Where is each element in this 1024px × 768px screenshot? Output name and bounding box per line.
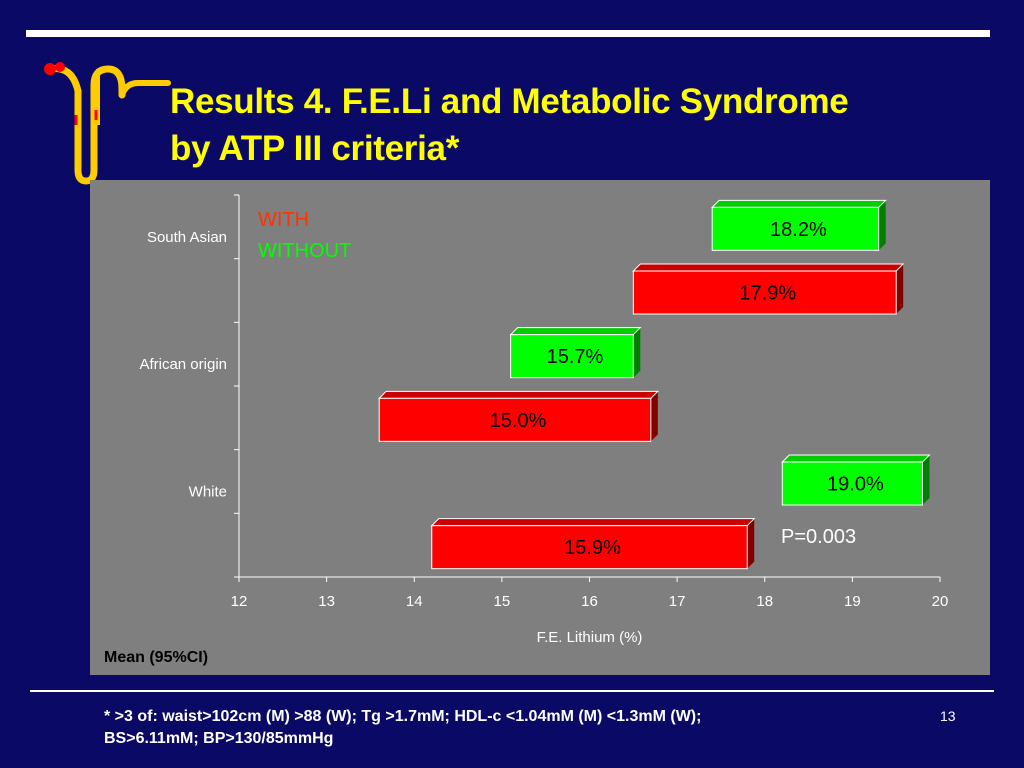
title-line-2: by ATP III criteria* — [170, 129, 460, 168]
mean-ci-note: Mean (95%CI) — [104, 649, 208, 666]
bar-side — [650, 391, 658, 442]
tubule-logo-icon — [44, 62, 171, 185]
bar-value-label: 19.0% — [827, 474, 884, 496]
category-label: South Asian — [147, 229, 227, 246]
category-label: White — [189, 484, 227, 501]
bar-side — [896, 264, 904, 314]
x-tick-label: 17 — [669, 593, 686, 610]
x-tick-label: 14 — [406, 593, 423, 610]
bar-side — [633, 327, 641, 378]
bar-side — [878, 200, 886, 251]
bar-value-label: 18.2% — [770, 219, 827, 241]
category-label: African origin — [139, 356, 227, 373]
bar-top — [377, 390, 660, 399]
bar-without — [510, 334, 634, 379]
x-tick-label: 18 — [756, 593, 773, 610]
x-tick-label: 16 — [581, 593, 598, 610]
bar-with — [378, 397, 652, 442]
p-value-annotation: P=0.003 — [781, 526, 856, 548]
x-tick-label: 20 — [932, 593, 949, 610]
bar-with — [431, 525, 748, 570]
bar-top — [781, 454, 931, 463]
x-axis-title: F.E. Lithium (%) — [537, 629, 643, 646]
bar-value-label: 15.7% — [547, 346, 604, 368]
bar-without — [781, 461, 923, 506]
bar-side — [747, 518, 755, 569]
chart-panel: 12 13 14 15 16 17 18 19 20 F.E. Lithium (%) South … — [90, 180, 990, 675]
top-divider — [26, 30, 990, 37]
footnote: * >3 of: waist>102cm (M) >88 (W); Tg >1.… — [104, 706, 904, 750]
x-tick-label: 12 — [231, 593, 248, 610]
footnote-line-2: BS>6.11mM; BP>130/85mmHg — [104, 730, 334, 747]
legend-without: WITHOUT — [258, 240, 351, 262]
bar-with — [632, 270, 897, 315]
bar-top — [710, 199, 887, 208]
legend-with: WITH — [258, 209, 309, 231]
x-tick-label: 13 — [318, 593, 335, 610]
x-tick-label: 19 — [844, 593, 861, 610]
bar-without — [711, 206, 880, 251]
page-number: 13 — [940, 708, 956, 724]
title-line-1: Results 4. F.E.Li and Metabolic Syndrome — [170, 82, 849, 121]
slide-title: Results 4. F.E.Li and Metabolic Syndrome… — [170, 78, 1000, 172]
fe-lithium-chart: 12 13 14 15 16 17 18 19 20 F.E. Lithium (%) South … — [104, 194, 949, 666]
bar-top — [509, 327, 642, 336]
footnote-line-1: * >3 of: waist>102cm (M) >88 (W); Tg >1.… — [104, 708, 702, 725]
bar-side — [922, 455, 930, 505]
bottom-divider — [30, 690, 994, 692]
bar-top — [632, 263, 905, 272]
bar-value-label: 15.9% — [564, 537, 621, 559]
bar-value-label: 15.0% — [490, 410, 547, 432]
bar-top — [430, 518, 756, 527]
x-tick-label: 15 — [494, 593, 511, 610]
bar-value-label: 17.9% — [739, 283, 796, 305]
